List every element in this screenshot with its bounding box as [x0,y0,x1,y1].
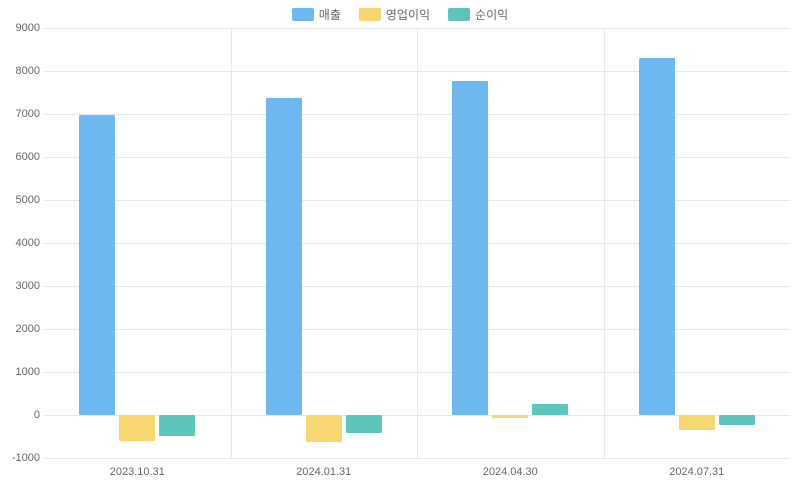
y-axis-tick-label: -1000 [0,452,40,464]
y-axis-tick-label: 8000 [0,65,40,77]
y-axis-tick-label: 4000 [0,237,40,249]
legend-swatch [359,8,381,21]
bar[interactable] [719,415,755,425]
x-axis-tick-label: 2024.04.30 [483,466,538,478]
legend-label: 매출 [319,6,341,23]
bar-chart: 매출 영업이익 순이익 -1000 0 1000 2000 3000 4000 5000 6000… [0,0,800,500]
legend: 매출 영업이익 순이익 [0,0,800,23]
legend-swatch [448,8,470,21]
category-separator [417,28,418,458]
legend-item[interactable]: 매출 [292,6,341,23]
x-axis-tick-label: 2024.07.31 [669,466,724,478]
y-axis-tick-label: 3000 [0,280,40,292]
category-separator [604,28,605,458]
bar[interactable] [159,415,195,436]
bar[interactable] [452,81,488,415]
y-axis-tick-label: 1000 [0,366,40,378]
legend-label: 순이익 [475,6,508,23]
legend-item[interactable]: 영업이익 [359,6,430,23]
bar[interactable] [266,98,302,415]
y-axis-tick-label: 5000 [0,194,40,206]
bar[interactable] [639,58,675,415]
bar[interactable] [679,415,715,430]
legend-item[interactable]: 순이익 [448,6,508,23]
x-axis-tick-label: 2024.01.31 [296,466,351,478]
bar[interactable] [532,404,568,415]
plot-area [44,28,790,458]
y-axis-tick-label: 9000 [0,22,40,34]
legend-swatch [292,8,314,21]
bar[interactable] [346,415,382,433]
x-axis-tick-label: 2023.10.31 [110,466,165,478]
bar[interactable] [492,415,528,418]
y-axis-tick-label: 0 [0,409,40,421]
bar[interactable] [119,415,155,441]
category-separator [231,28,232,458]
bar[interactable] [306,415,342,442]
y-axis-tick-label: 2000 [0,323,40,335]
y-axis-tick-label: 6000 [0,151,40,163]
y-axis-tick-label: 7000 [0,108,40,120]
gridline [44,458,790,459]
bar[interactable] [79,115,115,415]
legend-label: 영업이익 [386,6,430,23]
